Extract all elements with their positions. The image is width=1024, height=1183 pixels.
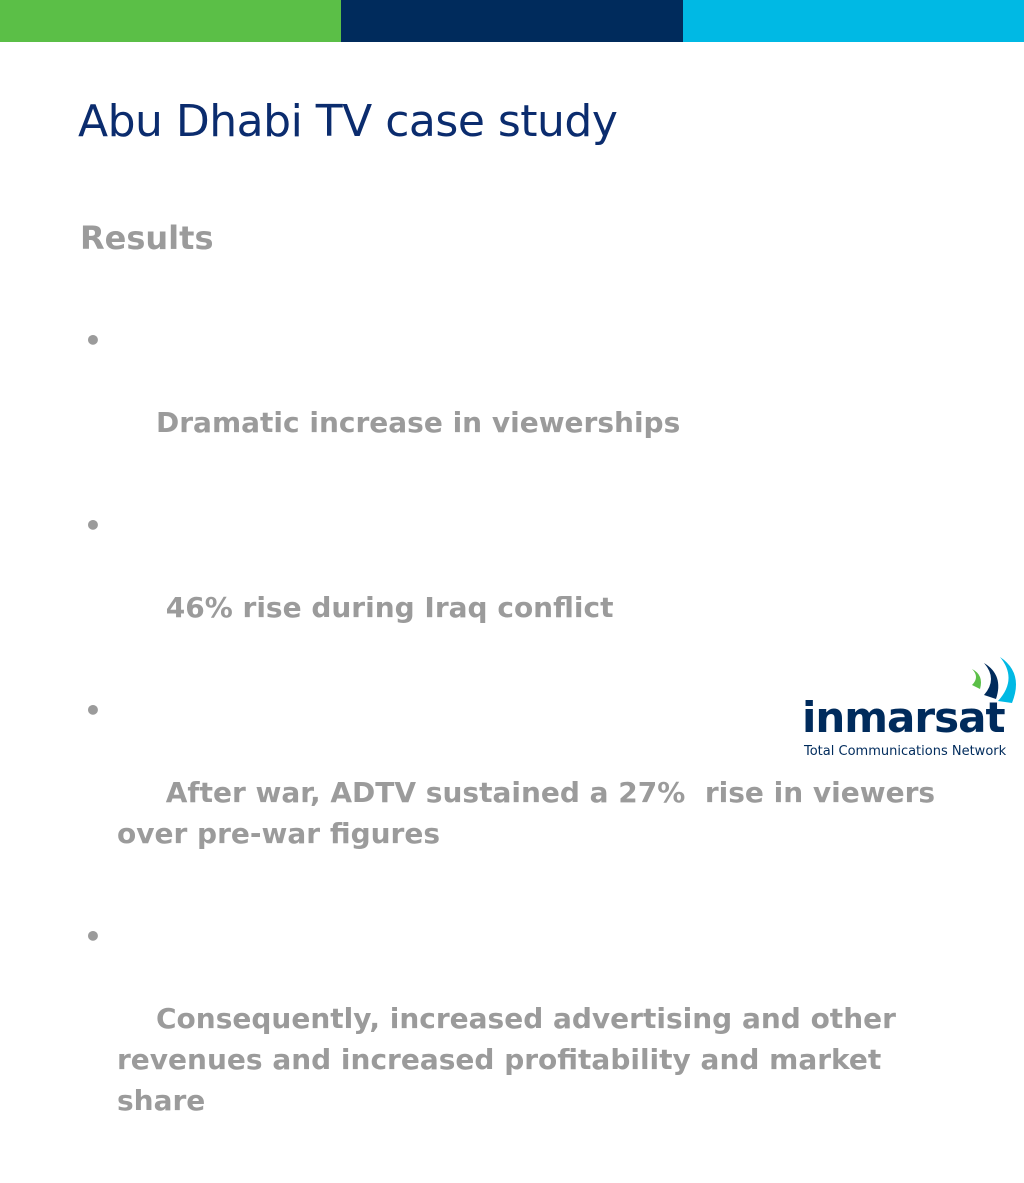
- bullet-item: • Dramatic increase in viewerships: [80, 320, 960, 484]
- color-bar-navy: [341, 0, 683, 42]
- bullet-glyph: •: [84, 509, 102, 542]
- slide-subtitle: Results: [80, 219, 214, 257]
- header-color-bar: [0, 0, 1024, 42]
- color-bar-cyan: [683, 0, 1024, 42]
- logo-wordmark: inmarsat: [802, 693, 1006, 742]
- signal-waves-icon: [972, 657, 1016, 703]
- bullet-text: 46% rise during Iraq conflict: [156, 591, 614, 624]
- bullet-text: After war, ADTV sustained a 27% rise in …: [117, 776, 945, 850]
- bullet-glyph: •: [84, 920, 102, 953]
- slide-title: Abu Dhabi TV case study: [78, 96, 618, 147]
- inmarsat-logo: inmarsat Total Communications Network: [800, 655, 1024, 768]
- color-bar-green: [0, 0, 341, 42]
- bullet-text: Consequently, increased advertising and …: [117, 1002, 906, 1117]
- bullet-glyph: •: [84, 694, 102, 727]
- bullet-text: Dramatic increase in viewerships: [156, 406, 681, 439]
- bullet-glyph: •: [84, 324, 102, 357]
- logo-tagline: Total Communications Network: [804, 744, 1007, 759]
- bullet-item: • Consequently, increased advertising an…: [80, 916, 960, 1162]
- bullet-item: • 46% rise during Iraq conflict: [80, 505, 960, 669]
